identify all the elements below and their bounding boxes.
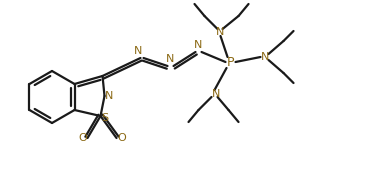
Text: N: N [261,52,270,62]
Text: N: N [166,54,175,64]
Text: N: N [134,46,143,56]
Text: P: P [227,55,234,68]
Text: N: N [213,89,221,99]
Text: N: N [105,91,114,101]
Text: S: S [101,113,108,123]
Text: N: N [216,27,225,37]
Text: O: O [117,133,126,143]
Text: O: O [78,133,87,143]
Text: N: N [194,40,203,50]
